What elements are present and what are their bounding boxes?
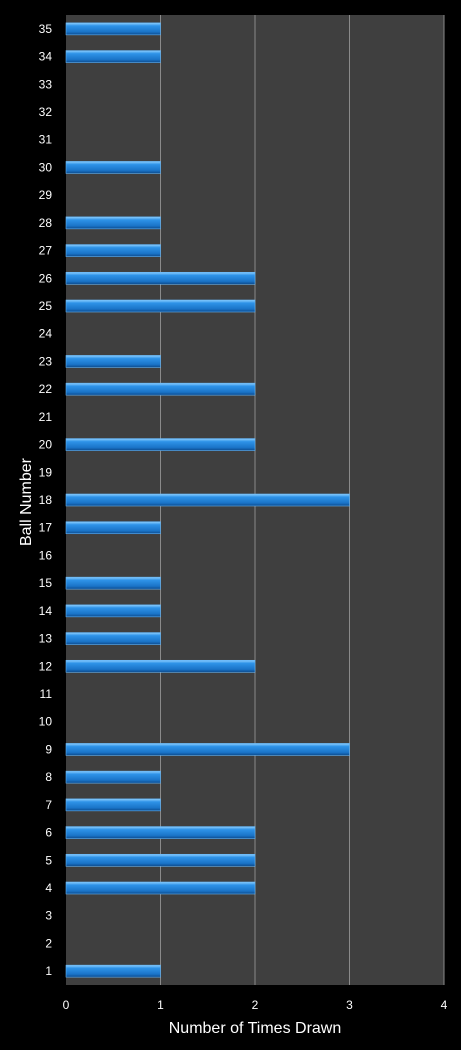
bar-1 (65, 964, 161, 978)
y-tick-label: 27 (39, 244, 53, 258)
y-tick-label: 32 (39, 105, 53, 119)
x-tick-label: 1 (157, 998, 164, 1012)
bar-13 (65, 632, 161, 645)
y-tick-label: 23 (39, 354, 53, 368)
y-tick-label: 26 (39, 271, 53, 285)
y-tick-label: 28 (39, 216, 53, 230)
y-tick-label: 21 (39, 410, 53, 424)
bar-28 (65, 216, 161, 230)
bar-22 (65, 382, 256, 396)
y-tick-label: 3 (45, 909, 52, 923)
bar-34 (65, 50, 161, 63)
y-tick-label: 29 (39, 188, 53, 202)
x-axis-title: Number of Times Drawn (169, 1020, 342, 1037)
x-tick-labels: 0 1 2 3 4 (63, 998, 448, 1012)
bar-26 (65, 271, 256, 285)
y-axis-title: Ball Number (18, 457, 35, 546)
bar-20 (65, 438, 256, 451)
y-tick-label: 5 (45, 853, 52, 867)
y-tick-label: 7 (45, 798, 52, 812)
y-tick-label: 9 (45, 742, 52, 756)
y-tick-label: 31 (39, 133, 53, 147)
bar-14 (65, 604, 161, 618)
y-tick-label: 18 (39, 493, 53, 507)
bar-12 (65, 659, 256, 673)
bar-9 (65, 743, 350, 756)
bar-25 (65, 299, 256, 313)
bar-18 (65, 493, 350, 507)
x-tick-label: 4 (441, 998, 448, 1012)
y-tick-label: 35 (39, 22, 53, 36)
y-tick-label: 34 (39, 50, 53, 64)
y-tick-label: 25 (39, 299, 53, 313)
y-tick-label: 16 (39, 548, 53, 562)
bar-35 (65, 22, 161, 36)
bars (65, 22, 350, 978)
x-tick-label: 0 (63, 998, 70, 1012)
y-tick-labels: 1234567891011121314151617181920212223242… (39, 22, 53, 978)
bar-8 (65, 770, 161, 784)
y-tick-label: 11 (40, 687, 53, 701)
y-tick-label: 13 (39, 632, 53, 646)
bar-5 (65, 853, 256, 867)
y-tick-label: 6 (45, 826, 52, 840)
x-tick-label: 3 (346, 998, 353, 1012)
bar-30 (65, 161, 161, 174)
x-tick-label: 2 (252, 998, 259, 1012)
bar-27 (65, 244, 161, 257)
y-tick-label: 17 (39, 521, 53, 535)
y-tick-label: 19 (39, 465, 53, 479)
bar-17 (65, 521, 161, 535)
y-tick-label: 24 (39, 327, 53, 341)
y-tick-label: 2 (45, 936, 52, 950)
y-tick-label: 1 (45, 964, 52, 978)
y-tick-label: 15 (39, 576, 53, 590)
bar-7 (65, 798, 161, 812)
bar-15 (65, 576, 161, 590)
y-tick-label: 4 (45, 881, 52, 895)
y-tick-label: 20 (39, 438, 53, 452)
y-tick-label: 22 (39, 382, 53, 396)
y-tick-label: 10 (39, 715, 53, 729)
y-tick-label: 33 (39, 77, 53, 91)
y-tick-label: 14 (39, 604, 53, 618)
bar-6 (65, 826, 256, 839)
y-tick-label: 8 (45, 770, 52, 784)
bar-4 (65, 881, 256, 895)
y-tick-label: 12 (39, 659, 53, 673)
y-tick-label: 30 (39, 160, 53, 174)
bar-23 (65, 355, 161, 368)
